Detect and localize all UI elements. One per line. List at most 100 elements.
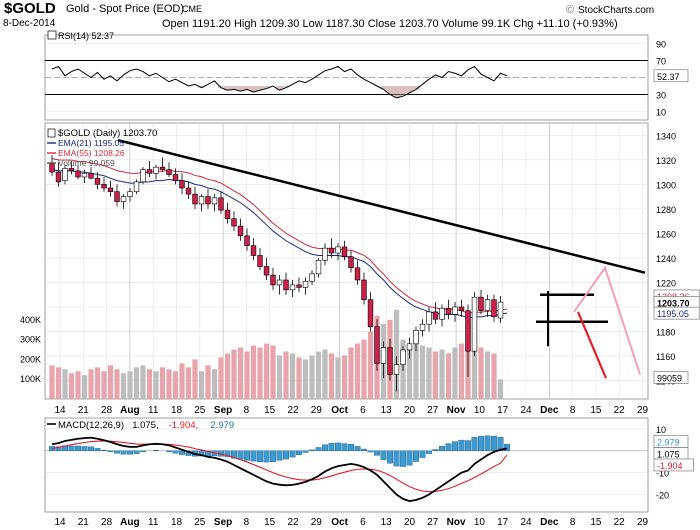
macd-signal-last-value-box [653, 458, 694, 472]
x-axis-day-label: 22 [287, 517, 299, 528]
x-axis-day-label: 15 [590, 517, 602, 528]
rsi-axis-tick: 70 [656, 57, 666, 67]
candle-body [484, 299, 491, 311]
candle-body [471, 296, 478, 352]
macd-histogram-bar [419, 450, 426, 458]
volume-bar [140, 365, 146, 399]
macd-histogram-bar [55, 446, 62, 451]
volume-bar [81, 375, 88, 399]
rsi-shade [217, 86, 225, 88]
macd-histogram-bar [322, 444, 329, 451]
candle-body [263, 266, 270, 276]
candle-body [374, 326, 380, 364]
volume-bar [172, 371, 179, 399]
candle-body [380, 347, 387, 364]
price-axis-tick: 1160 [656, 352, 675, 362]
macd-legend-3: 2.979 [210, 420, 234, 431]
macd-histogram-bar [263, 450, 270, 463]
x-axis-day-label: 22 [614, 405, 626, 416]
macd-histogram-bar [445, 443, 452, 451]
x-axis-day-label: 29 [311, 517, 323, 528]
macd-histogram-bar [497, 437, 504, 451]
candle-body [439, 307, 445, 320]
macd-histogram-bar [406, 450, 413, 466]
macd-histogram-bar [380, 450, 387, 460]
price-legend-title: $GOLD (Daily) 1203.70 [58, 128, 157, 139]
candle-body [55, 171, 62, 183]
descending-trendline [117, 138, 646, 274]
rsi-shade [393, 86, 400, 98]
candle-body [49, 163, 55, 173]
volume-bar [120, 373, 127, 399]
volume-bar [263, 343, 270, 399]
macd-histogram-bar [354, 446, 361, 451]
candle-body [302, 280, 309, 288]
bullish-projection [573, 265, 641, 375]
x-axis-day-label: 15 [264, 405, 276, 416]
x-axis-day-label: 28 [101, 405, 113, 416]
volume-bar [413, 341, 419, 399]
macd-histogram-bar [100, 449, 107, 451]
macd-histogram-bar [302, 450, 309, 453]
macd-histogram-bar [439, 446, 446, 451]
candle-body [224, 209, 231, 219]
x-axis-day-label: 21 [78, 405, 90, 416]
x-axis-month-label: Oct [331, 517, 348, 528]
macd-histogram-bar [426, 450, 433, 454]
volume-bar [452, 347, 458, 399]
x-axis-day-label: 8 [570, 517, 576, 528]
x-axis-day-label: 15 [264, 517, 276, 528]
candle-body [406, 343, 413, 351]
rsi-shade [237, 86, 244, 92]
macd-histogram-bar [68, 445, 75, 451]
volume-axis-tick: 300K [20, 335, 41, 345]
volume-bar [328, 353, 335, 399]
price-axis-tick: 1300 [656, 180, 676, 190]
macd-histogram-bar [74, 445, 81, 451]
price-axis-tick: 1260 [656, 229, 676, 239]
candle-body [107, 187, 114, 192]
volume-bar [68, 373, 75, 399]
candle-body [114, 191, 120, 202]
macd-histogram-bar [296, 450, 303, 455]
volume-bar [276, 355, 283, 399]
volume-bar [348, 347, 354, 399]
candle-body [458, 306, 465, 311]
volume-bar [315, 351, 322, 399]
candle-body [120, 196, 127, 202]
volume-bar [257, 347, 263, 399]
candle-body [270, 274, 276, 286]
candle-body [81, 172, 88, 178]
x-axis-month-label: Aug [120, 517, 139, 528]
volume-bar [192, 359, 198, 399]
volume-bar [439, 349, 445, 399]
x-axis-month-label: Oct [331, 405, 348, 416]
x-axis-day-label: 29 [311, 405, 323, 416]
x-axis-day-label: 11 [148, 405, 159, 416]
rsi-last-value-box [653, 69, 689, 83]
volume-bar [159, 367, 166, 399]
macd-histogram-bar [458, 439, 465, 451]
x-axis-day-label: 6 [360, 405, 366, 416]
macd-line [51, 436, 508, 502]
volume-bar [127, 371, 133, 399]
candle-body [419, 323, 426, 331]
macd-histogram-bar [81, 446, 88, 451]
volume-bar [341, 355, 348, 399]
volume-bar [426, 347, 432, 399]
candle-body [478, 296, 484, 311]
x-axis-month-label: Nov [447, 405, 466, 416]
volume-bar [354, 343, 361, 399]
volume-bar [432, 351, 439, 399]
price-axis-tick: 1220 [656, 278, 676, 288]
candle-body [445, 307, 452, 315]
rsi-axis-tick: 90 [656, 40, 666, 50]
x-axis-day-label: 25 [194, 517, 206, 528]
volume-bar [322, 349, 328, 399]
candle-body [244, 235, 250, 246]
macd-histogram-bar [133, 450, 140, 454]
rsi-legend-swatch [47, 30, 57, 40]
macd-histogram-bar [120, 450, 127, 455]
candle-body [367, 299, 374, 327]
